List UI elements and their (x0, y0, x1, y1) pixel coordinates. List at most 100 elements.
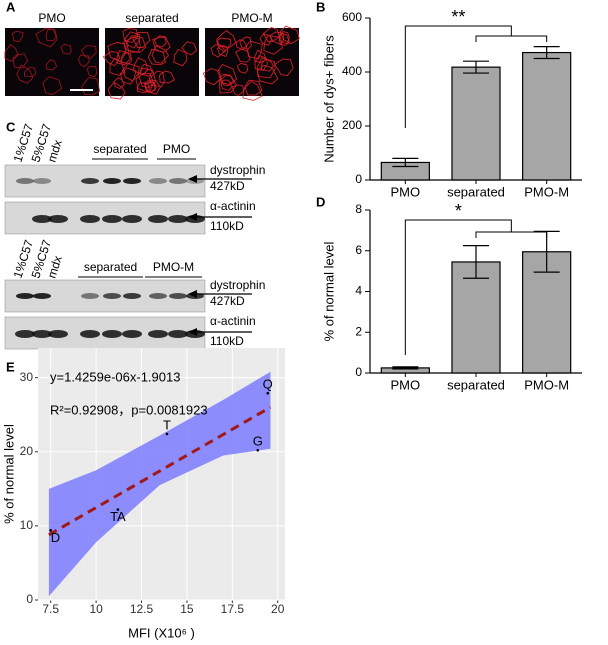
cell-outline (124, 31, 141, 49)
marker-label: α-actinin (210, 314, 256, 328)
y-axis-label: Number of dys+ fibers (321, 35, 336, 163)
cell-outline (256, 57, 276, 79)
bar (522, 51, 572, 181)
cell-outline (4, 43, 19, 62)
blot-band (16, 293, 34, 299)
blot-band (103, 178, 121, 184)
blot-band (48, 215, 68, 223)
cell-outline (122, 28, 139, 43)
error-bar (533, 230, 560, 273)
cell-outline (135, 73, 154, 94)
y-tick-label: 10 (20, 518, 34, 532)
group-label: separated (84, 260, 137, 274)
marker-label: 427kD (210, 294, 245, 308)
blot-band (102, 330, 122, 338)
cell-outline (35, 28, 58, 48)
x-tick-label: PMO (391, 184, 421, 199)
blot-band (103, 293, 121, 299)
image-label: PMO (38, 11, 65, 25)
cell-outline (269, 31, 284, 46)
x-tick-label: 12.5 (130, 602, 154, 616)
blot-band (80, 215, 100, 223)
y-tick-label: 400 (342, 64, 362, 78)
arrow-head (188, 213, 197, 221)
x-tick-label: 15 (180, 602, 194, 616)
significance-label: * (455, 201, 462, 221)
blot-band (122, 330, 142, 338)
micrograph (5, 28, 99, 96)
cell-outline (278, 30, 290, 45)
y-tick-label: 0 (355, 365, 362, 379)
point (256, 448, 260, 452)
blot-band (168, 215, 188, 223)
cell-outline (133, 57, 149, 76)
blot-band (32, 330, 52, 338)
blot-band (148, 330, 168, 338)
cell-outline (218, 74, 238, 94)
cell-outline (173, 48, 188, 67)
cell-outline (216, 45, 229, 57)
cell-outline (81, 77, 101, 96)
cell-outline (139, 63, 153, 77)
panel-label: D (316, 194, 325, 209)
cell-outline (102, 51, 121, 67)
confidence-band (48, 371, 271, 597)
blot-band (168, 330, 188, 338)
blot-band (148, 215, 168, 223)
cell-outline (80, 45, 97, 60)
x-tick-label: 20 (271, 602, 285, 616)
cell-outline (86, 66, 98, 78)
marker-label: 110kD (210, 219, 244, 233)
y-tick-label: 200 (342, 118, 362, 132)
cell-outline (220, 79, 233, 91)
cell-outline (119, 67, 137, 85)
error-bar (463, 60, 489, 74)
point-label: TA (110, 509, 126, 524)
bar (451, 66, 501, 181)
x-axis-label: MFI (X10⁶ ) (128, 625, 195, 640)
blot-band (123, 178, 141, 184)
y-tick-label: 20 (20, 444, 34, 458)
y-tick-label: 30 (20, 370, 34, 384)
y-tick-label: 0 (26, 592, 33, 606)
cell-outline (125, 35, 147, 53)
arrow-head (188, 328, 197, 336)
cell-outline (153, 35, 167, 48)
significance-bracket (404, 25, 548, 128)
point (266, 391, 270, 395)
point-label: Q (263, 377, 273, 392)
image-label: separated (125, 11, 178, 25)
group-label: PMO-M (153, 260, 194, 274)
panel-label: E (6, 359, 15, 374)
cell-outline (138, 67, 157, 88)
blot-band (122, 215, 142, 223)
y-tick-label: 8 (355, 202, 362, 216)
fit-line (48, 405, 272, 537)
annotation: y=1.4259e-06x-1.9013 (50, 369, 180, 384)
x-tick-label: 10 (89, 602, 103, 616)
x-tick-label: 7.5 (42, 602, 59, 616)
blot-band (48, 330, 68, 338)
error-bar (392, 157, 419, 168)
cell-outline (107, 81, 126, 100)
x-tick-label: PMO-M (524, 184, 569, 199)
cell-outline (262, 26, 280, 42)
significance-label: ** (451, 7, 465, 27)
cell-outline (231, 84, 245, 97)
cell-outline (116, 50, 131, 66)
cell-outline (121, 52, 133, 65)
x-tick-label: 17.5 (221, 602, 245, 616)
x-tick-label: PMO-M (524, 377, 569, 392)
cell-outline (217, 63, 238, 85)
cell-outline (78, 54, 90, 68)
y-tick-label: 600 (342, 10, 362, 24)
cell-outline (123, 36, 141, 53)
blot-band (33, 178, 51, 184)
cell-outline (239, 36, 252, 50)
cell-outline (113, 77, 125, 90)
cell-outline (202, 68, 222, 86)
arrow-head (188, 290, 197, 298)
cell-outline (158, 70, 175, 84)
blot-band (81, 293, 99, 299)
